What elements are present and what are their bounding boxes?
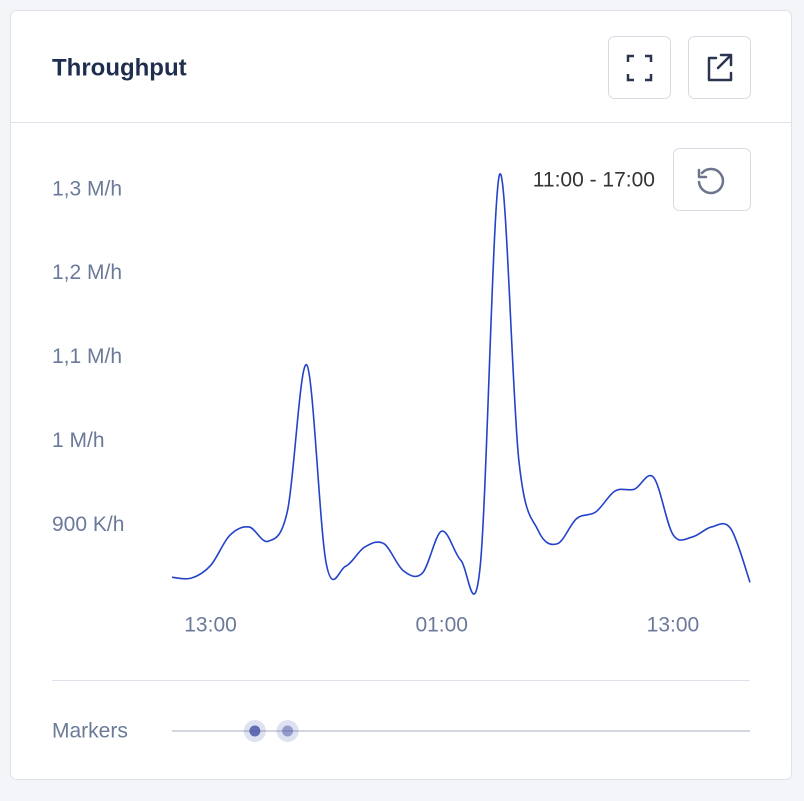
reset-zoom-button[interactable] xyxy=(673,148,751,211)
y-tick-label: 1,3 M/h xyxy=(52,177,122,200)
open-external-button[interactable] xyxy=(688,36,751,99)
marker-dot[interactable] xyxy=(282,725,294,737)
x-tick-label: 13:00 xyxy=(647,614,700,637)
x-tick-label: 01:00 xyxy=(415,614,468,637)
range-label: 11:00 - 17:00 xyxy=(533,169,655,192)
markers-label: Markers xyxy=(52,720,128,743)
card xyxy=(10,10,792,780)
marker-dot[interactable] xyxy=(249,725,261,737)
y-tick-label: 1,2 M/h xyxy=(52,261,122,284)
y-tick-label: 900 K/h xyxy=(52,513,124,536)
throughput-line xyxy=(171,173,751,595)
fullscreen-button[interactable] xyxy=(608,36,671,99)
y-tick-label: 1,1 M/h xyxy=(52,345,122,368)
x-tick-label: 13:00 xyxy=(184,614,237,637)
y-tick-label: 1 M/h xyxy=(52,429,105,452)
title: Throughput xyxy=(52,54,187,81)
